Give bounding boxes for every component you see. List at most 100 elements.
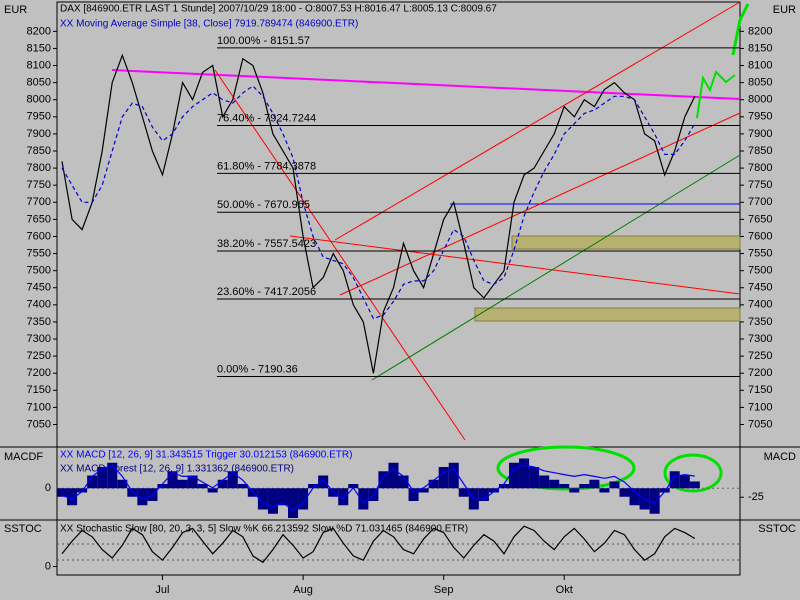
histogram-bar: [398, 475, 409, 489]
histogram-bar: [448, 462, 459, 489]
histogram-bar: [328, 488, 339, 497]
annotation: [696, 70, 736, 119]
y-tick-label: 7350: [27, 316, 51, 328]
x-tick-label: Sep: [434, 584, 454, 596]
y-tick-label: 7150: [748, 384, 772, 396]
histogram-bar: [97, 467, 108, 489]
zone: [474, 307, 741, 322]
trend-line: [111, 69, 741, 100]
moving-average-line: [61, 85, 696, 320]
trend-line: [214, 69, 466, 441]
histogram-bar: [679, 475, 690, 489]
y-tick-label: 8150: [27, 42, 51, 54]
y-tick-label: 7400: [27, 299, 51, 311]
y-tick-label: 7100: [748, 401, 772, 413]
y-tick-label: 7250: [748, 350, 772, 362]
histogram-bar: [157, 484, 168, 489]
macd-line: [61, 464, 695, 512]
fib-label: 38.20% - 7557.5423: [217, 238, 316, 250]
y-tick-label: 7500: [748, 265, 772, 277]
fib-label: 61.80% - 7784.3878: [217, 160, 316, 172]
y-tick-label: 7250: [27, 350, 51, 362]
histogram-bar: [408, 488, 419, 501]
y-tick-label: 7200: [748, 367, 772, 379]
histogram-bar: [508, 462, 520, 489]
histogram-bar: [117, 479, 128, 489]
y-tick-label: 7400: [748, 299, 772, 311]
trend-line: [289, 235, 741, 295]
histogram-bar: [67, 488, 78, 506]
y-tick-label: 7350: [748, 316, 772, 328]
histogram-bar: [478, 488, 489, 501]
histogram-bar: [599, 488, 610, 493]
y-tick-label: 8000: [748, 94, 772, 106]
histogram-bar: [559, 484, 570, 489]
histogram-bar: [107, 462, 118, 489]
y-tick-label: 7600: [27, 230, 51, 242]
y-tick-label: 0: [45, 560, 51, 572]
fib-label: 100.00% - 8151.57: [217, 35, 310, 47]
y-tick-label: 7500: [27, 265, 51, 277]
histogram-bar: [619, 488, 630, 497]
histogram-bar: [348, 484, 359, 489]
histogram-bar: [589, 479, 600, 489]
y-tick-label: 7550: [748, 247, 772, 259]
histogram-bar: [237, 484, 248, 489]
histogram-bar: [77, 488, 88, 493]
histogram-bar: [519, 458, 530, 489]
y-tick-label: 7650: [748, 213, 772, 225]
x-tick-label: Jul: [155, 584, 169, 596]
histogram-bar: [267, 488, 278, 514]
y-tick-label: 7050: [748, 418, 772, 430]
y-tick-label: 7200: [27, 367, 51, 379]
histogram-bar: [689, 481, 700, 489]
price-line: [61, 53, 696, 374]
legend-entry: XX MACD [12, 26, 9] 31.343515 Trigger 30…: [60, 450, 352, 461]
fib-label: 76.40% - 7924.7244: [217, 112, 316, 124]
histogram-bar: [579, 484, 590, 489]
fib-label: 50.00% - 7670.965: [217, 199, 310, 211]
histogram-bar: [338, 488, 349, 506]
y-tick-label: 8050: [27, 77, 51, 89]
y-tick-label: 7850: [748, 145, 772, 157]
y-axis-label: EUR: [4, 4, 27, 16]
histogram-bar: [288, 488, 299, 518]
annotation: [663, 453, 723, 493]
histogram-bar: [197, 484, 208, 489]
legend-entry: DAX [846900.ETR LAST 1 Stunde] 2007/10/2…: [60, 4, 497, 15]
fib-label: 23.60% - 7417.2056: [217, 286, 316, 298]
y-tick-label: 7100: [27, 401, 51, 413]
histogram-bar: [629, 488, 640, 506]
histogram-bar: [428, 479, 439, 489]
y-tick-label: 8200: [27, 25, 51, 37]
histogram-bar: [609, 481, 620, 489]
histogram-bar: [137, 488, 148, 506]
fib-label: 0.00% - 7190.36: [217, 363, 298, 375]
histogram-bar: [378, 471, 389, 489]
y-tick-label: 8000: [27, 94, 51, 106]
histogram-bar: [418, 488, 429, 493]
histogram-bar: [308, 484, 319, 489]
y-tick-label: 7800: [27, 162, 51, 174]
y2-tick-label: -25: [748, 491, 764, 503]
y-tick-label: 7450: [27, 282, 51, 294]
histogram-bar: [388, 462, 399, 489]
y-tick-label: 7650: [27, 213, 51, 225]
y-tick-label: 7900: [27, 128, 51, 140]
histogram-bar: [498, 484, 509, 489]
histogram-bar: [659, 488, 670, 493]
x-tick-label: Aug: [293, 584, 313, 596]
histogram-bar: [177, 479, 188, 489]
y-tick-label: 7450: [748, 282, 772, 294]
y-tick-label: 7850: [27, 145, 51, 157]
histogram-bar: [257, 488, 268, 510]
y-tick-label: 7700: [27, 196, 51, 208]
zone: [511, 235, 741, 250]
y-tick-label: 7800: [748, 162, 772, 174]
y-tick-label: 7300: [748, 333, 772, 345]
y-tick-label: 7750: [27, 179, 51, 191]
histogram-bar: [227, 471, 238, 489]
histogram-bar: [187, 475, 198, 489]
y-tick-label: 7600: [748, 230, 772, 242]
